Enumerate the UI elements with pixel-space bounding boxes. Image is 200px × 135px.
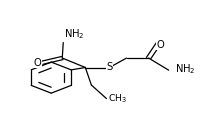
Text: CH$_3$: CH$_3$ bbox=[107, 93, 126, 105]
Text: O: O bbox=[156, 40, 164, 50]
Text: S: S bbox=[106, 63, 112, 72]
Text: NH$_2$: NH$_2$ bbox=[174, 62, 194, 76]
Text: O: O bbox=[33, 58, 41, 68]
Text: NH$_2$: NH$_2$ bbox=[64, 27, 84, 41]
